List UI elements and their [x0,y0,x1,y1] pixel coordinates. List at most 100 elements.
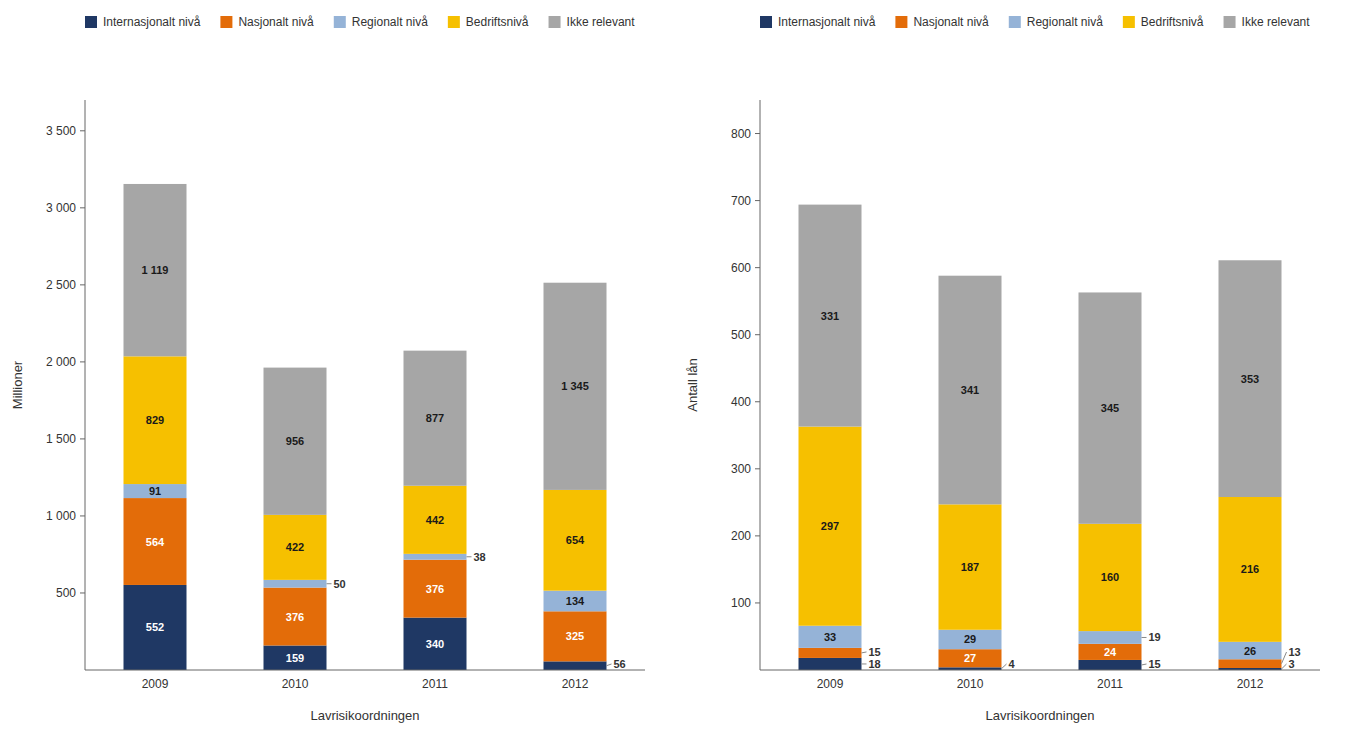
y-tick [80,592,85,593]
data-label: 187 [961,561,979,573]
bar-segment [404,351,467,486]
legend-label: Bedriftsnivå [1141,15,1204,29]
data-label: 297 [821,520,839,532]
bar-segment [264,580,327,588]
y-tick-label: 200 [731,529,751,543]
legend-swatch [1224,16,1236,28]
data-label: 29 [964,633,976,645]
label-leader [467,556,472,557]
bar-segment [1219,659,1282,668]
x-axis-line [85,670,645,671]
legend-label: Ikke relevant [1242,15,1311,29]
legend-label: Bedriftsnivå [466,15,529,29]
legend-swatch [448,16,460,28]
bar-segment [799,648,862,658]
x-tick-label: 2011 [1097,677,1123,691]
bar-segment [544,591,607,612]
data-label: 56 [614,658,626,670]
bar-segment [939,504,1002,629]
x-tick-label: 2010 [957,677,984,691]
y-axis-title: Antall lån [685,358,700,411]
bar-segment [404,486,467,554]
bar-segment [799,427,862,626]
data-label: 15 [1149,658,1161,670]
data-label: 331 [821,310,839,322]
bar-segment [124,356,187,484]
legend-item: Regionalt nivå [1009,15,1103,29]
data-label: 91 [149,485,161,497]
y-tick-label: 800 [731,127,751,141]
chart-canvas: 5001 0001 5002 0002 5003 0003 5005525649… [0,0,1350,742]
data-label: 19 [1149,631,1161,643]
bar-segment [1079,631,1142,644]
legend-item: Nasjonalt nivå [895,15,989,29]
label-leader [327,583,332,584]
bar-segment [404,618,467,670]
y-tick-label: 3 500 [46,124,76,138]
data-labels: 3329733118152729187341424160345151926216… [821,310,1301,670]
bar-segment [124,498,187,585]
y-tick-label: 600 [731,261,751,275]
y-tick [755,267,760,268]
y-tick [755,133,760,134]
data-label: 376 [426,583,444,595]
x-tick-label: 2012 [1237,677,1264,691]
bar-segment [1219,260,1282,497]
data-label: 345 [1101,402,1119,414]
legend-label: Internasjonalt nivå [103,15,201,29]
x-tick-label: 2009 [817,677,844,691]
legend-swatch [1009,16,1021,28]
page: {"chart_data": [ {"type": "bar", "stacke… [0,0,1350,742]
legend-item: Ikke relevant [1224,15,1311,29]
bar-segment [544,490,607,591]
data-label: 15 [869,646,881,658]
y-tick-label: 100 [731,596,751,610]
bars [799,205,1282,670]
data-label: 325 [566,630,584,642]
bar-segment [1219,642,1282,659]
data-label: 376 [286,611,304,623]
y-tick-label: 400 [731,395,751,409]
bar-segment [799,658,862,670]
bar-segment [124,184,187,356]
legend-label: Ikke relevant [567,15,636,29]
data-label: 1 119 [142,264,169,276]
chart-panel: 1002003004005006007008003329733118152729… [685,15,1320,723]
data-label: 134 [566,595,585,607]
data-label: 38 [474,551,486,563]
label-leader [1142,664,1147,666]
label-leader [1282,664,1287,669]
y-tick [80,515,85,516]
y-tick-label: 2 000 [46,355,76,369]
legend-item: Bedriftsnivå [1123,15,1204,29]
data-label: 26 [1244,645,1256,657]
x-axis-title: Lavrisikoordningen [985,708,1094,723]
bar-segment [1079,292,1142,523]
x-tick-label: 2009 [142,677,169,691]
bar-segment [124,585,187,670]
x-axis-title: Lavrisikoordningen [310,708,419,723]
data-label: 216 [1241,563,1259,575]
data-label: 13 [1289,646,1301,658]
y-tick-label: 1 000 [46,509,76,523]
y-tick [755,200,760,201]
y-tick-label: 700 [731,194,751,208]
label-leader [862,663,867,664]
chart-panel: 5001 0001 5002 0002 5003 0003 5005525649… [10,15,645,723]
data-label: 18 [869,658,881,670]
label-leader [1142,637,1147,638]
legend-label: Regionalt nivå [352,15,428,29]
data-label: 4 [1009,658,1016,670]
bar-segment [1079,660,1142,670]
y-tick-label: 500 [731,328,751,342]
bar-segment [124,484,187,498]
legend-label: Internasjonalt nivå [778,15,876,29]
bar-segment [264,515,327,580]
data-label: 829 [146,414,164,426]
data-label: 654 [566,534,585,546]
legend-item: Bedriftsnivå [448,15,529,29]
legend-item: Regionalt nivå [334,15,428,29]
legend: Internasjonalt nivåNasjonalt nivåRegiona… [85,15,635,29]
bar-segment [264,646,327,670]
data-label: 956 [286,435,304,447]
